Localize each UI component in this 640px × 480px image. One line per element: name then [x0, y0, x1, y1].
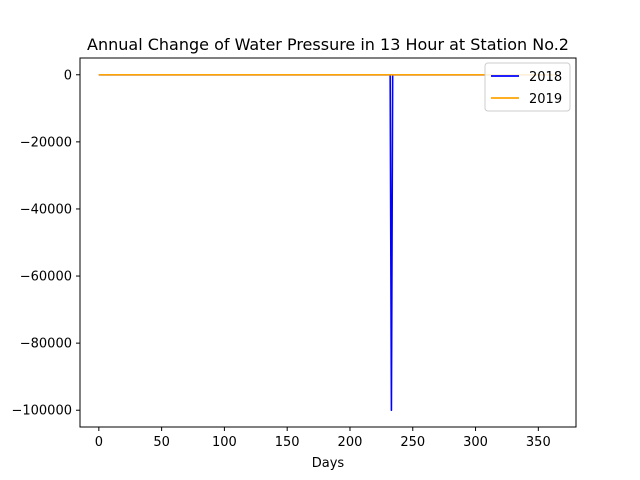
- x-axis: 0 50 100 150 200 250 300 350: [95, 427, 551, 450]
- x-tick-label: 100: [212, 435, 237, 450]
- x-axis-label: Days: [312, 456, 345, 471]
- series-layer: [98, 73, 558, 412]
- x-tick-label: 350: [526, 435, 551, 450]
- plot-area-frame: [79, 57, 577, 428]
- y-axis: 0 −20000 −40000 −60000 −80000 −100000: [11, 68, 80, 419]
- y-tick-label: 0: [64, 68, 72, 83]
- x-tick-label: 200: [338, 435, 363, 450]
- y-tick-label: −100000: [11, 404, 72, 419]
- x-tick-label: 250: [400, 435, 425, 450]
- y-tick-label: −80000: [20, 337, 72, 352]
- chart-title: Annual Change of Water Pressure in 13 Ho…: [87, 35, 569, 54]
- x-tick-label: 50: [153, 435, 170, 450]
- legend-label-2019: 2019: [529, 92, 562, 107]
- legend-label-2018: 2018: [529, 70, 562, 85]
- x-tick-label: 150: [275, 435, 300, 450]
- y-tick-label: −20000: [20, 135, 72, 150]
- legend-box: [484, 62, 571, 112]
- x-tick-label: 300: [463, 435, 488, 450]
- y-tick-label: −60000: [20, 270, 72, 285]
- y-tick-label: −40000: [20, 202, 72, 217]
- legend: 2018 2019: [484, 62, 571, 112]
- x-tick-label: 0: [95, 435, 103, 450]
